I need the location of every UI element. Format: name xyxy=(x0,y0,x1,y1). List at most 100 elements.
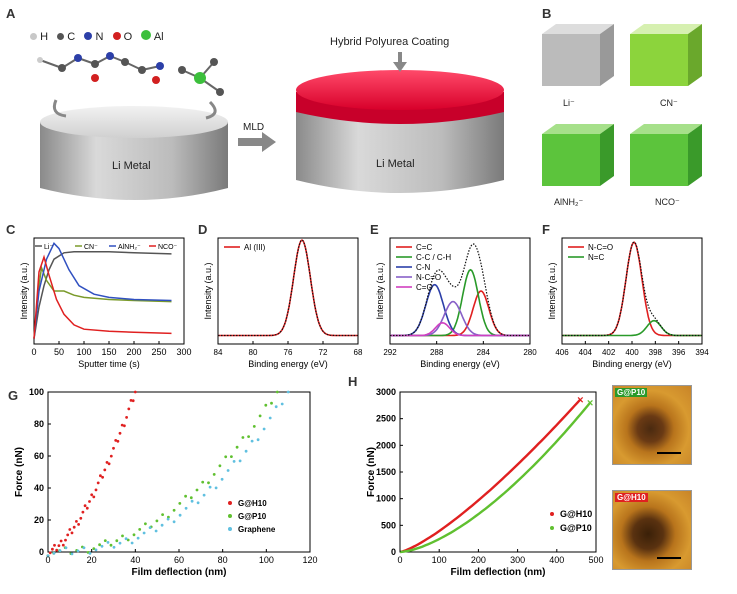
data-point xyxy=(92,547,96,550)
x-tick-label: 280 xyxy=(523,348,537,357)
x-tick-label: 20 xyxy=(87,555,97,565)
legend-label: G@H10 xyxy=(238,499,267,508)
x-tick-label: 100 xyxy=(432,555,447,565)
raw-data-dots xyxy=(562,241,702,337)
afm-image-gp10: G@P10 xyxy=(612,385,692,465)
legend-label: N=C xyxy=(588,253,604,262)
legend-h-icon xyxy=(30,33,37,40)
x-tick-label: 396 xyxy=(672,348,686,357)
data-point xyxy=(136,536,140,540)
data-point xyxy=(190,499,194,503)
data-point xyxy=(100,544,104,548)
li-metal-disc-right-side xyxy=(296,108,504,193)
data-point xyxy=(48,551,52,555)
x-tick-label: 120 xyxy=(302,555,317,565)
x-tick-label: 406 xyxy=(555,348,569,357)
x-tick-label: 50 xyxy=(54,347,64,357)
data-point xyxy=(142,531,146,535)
data-point xyxy=(256,438,260,442)
break-point-marker: × xyxy=(587,398,593,410)
data-point xyxy=(115,539,119,543)
data-point xyxy=(226,469,230,472)
data-point xyxy=(280,402,284,406)
x-tick-label: 500 xyxy=(588,555,603,565)
atom-legend: H C N O Al xyxy=(30,30,164,43)
x-tick-label: 300 xyxy=(176,347,191,357)
data-point xyxy=(144,522,147,526)
data-point xyxy=(77,523,80,526)
series-line xyxy=(33,251,172,339)
data-point xyxy=(70,552,74,556)
fit-peak-line xyxy=(218,239,358,337)
x-tick-label: 0 xyxy=(397,555,402,565)
legend-c: C xyxy=(67,31,76,43)
legend-label: N-C=O xyxy=(588,243,613,252)
li-metal-label-right: Li Metal xyxy=(376,158,415,170)
y-tick-label: 0 xyxy=(391,547,396,557)
fit-peak-line xyxy=(390,321,530,337)
data-point xyxy=(132,533,136,537)
x-axis-label: Binding energy (eV) xyxy=(592,359,672,369)
legend-label: N-C=O xyxy=(416,273,441,282)
cube-label-alnh2: AlNH₂⁻ xyxy=(554,197,584,207)
data-point xyxy=(129,399,133,402)
legend-marker xyxy=(550,526,554,530)
data-point xyxy=(178,502,182,505)
x-tick-label: 100 xyxy=(259,555,274,565)
legend-o-icon xyxy=(112,32,121,40)
data-point xyxy=(103,539,107,542)
data-point xyxy=(262,427,266,431)
chart-c: 0 50 100 150 200 250 300 Sputter time (s) Intens… xyxy=(19,237,192,369)
plot-frame xyxy=(561,237,703,345)
legend-label: CN⁻ xyxy=(84,244,98,251)
data-point xyxy=(72,525,76,529)
data-point xyxy=(250,439,254,443)
x-tick-label: 72 xyxy=(319,348,328,357)
fit-peak-line xyxy=(390,290,530,337)
data-point xyxy=(220,477,224,481)
y-axis-label: Intensity (a.u.) xyxy=(203,262,213,319)
molecule-right xyxy=(178,58,224,96)
data-point xyxy=(120,423,124,427)
y-axis-label: Intensity (a.u.) xyxy=(375,262,385,319)
data-point xyxy=(148,526,152,529)
panel-b-cubes xyxy=(542,24,702,186)
data-point xyxy=(116,439,120,443)
cube-label-li: Li⁻ xyxy=(563,98,575,108)
data-point xyxy=(106,541,110,544)
data-point xyxy=(70,531,74,535)
series-line xyxy=(33,264,172,339)
legend-c-icon xyxy=(57,33,65,40)
x-tick-label: 76 xyxy=(284,348,293,357)
x-tick-label: 150 xyxy=(101,347,116,357)
panel-label-f: F xyxy=(542,222,550,237)
x-tick-label: 0 xyxy=(31,347,36,357)
data-point xyxy=(178,513,182,517)
data-point xyxy=(88,500,91,503)
legend-al: Al xyxy=(153,31,164,43)
coating-label: Hybrid Polyurea Coating xyxy=(330,36,450,48)
molecule-atoms-left xyxy=(37,52,164,84)
data-point xyxy=(207,481,210,485)
y-axis-label: Intensity (a.u.) xyxy=(19,262,29,319)
data-point xyxy=(218,464,222,468)
data-point xyxy=(208,485,212,489)
afm-tag-gh10: G@H10 xyxy=(615,493,648,502)
y-axis-label: Intensity (a.u.) xyxy=(547,262,557,319)
legend-marker xyxy=(228,514,232,518)
mld-label: MLD xyxy=(243,122,265,133)
data-point xyxy=(99,474,102,478)
data-point xyxy=(114,439,118,442)
legend-label: Graphene xyxy=(238,525,276,534)
data-point xyxy=(64,538,67,542)
mld-arrow-icon xyxy=(238,132,276,152)
data-point xyxy=(81,510,85,514)
data-point xyxy=(130,541,134,545)
legend-label: AlNH₂⁻ xyxy=(118,244,141,251)
data-point xyxy=(75,520,78,523)
curved-arrow-left-icon xyxy=(52,99,67,118)
data-point xyxy=(286,390,290,394)
data-point xyxy=(123,424,126,428)
legend-n: N xyxy=(95,31,104,43)
x-tick-label: 40 xyxy=(130,555,140,565)
